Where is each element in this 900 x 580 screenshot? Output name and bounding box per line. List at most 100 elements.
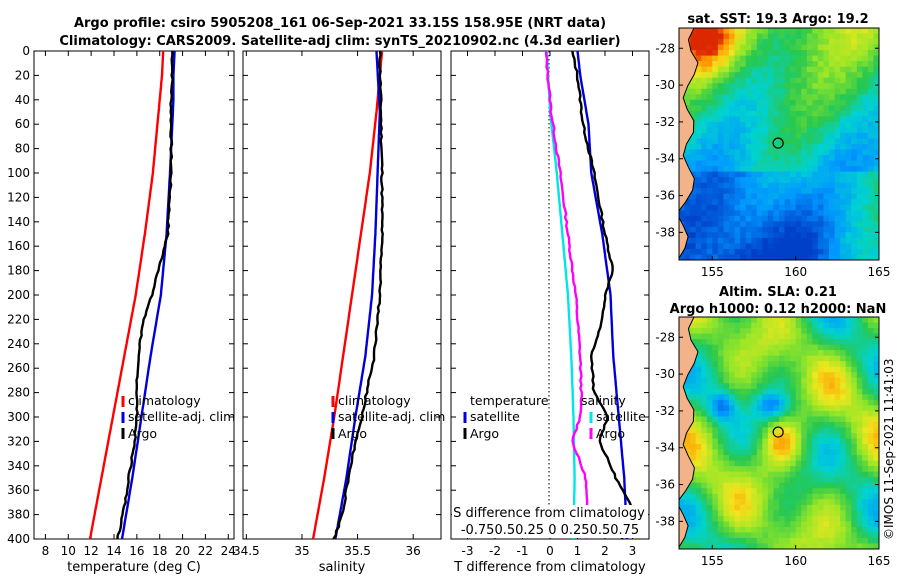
map-cell (745, 116, 752, 123)
map-cell (745, 333, 752, 340)
map-cell (729, 383, 736, 390)
map-cell (851, 193, 858, 200)
map-cell (790, 477, 797, 484)
map-cell (862, 50, 869, 57)
map-cell (840, 116, 847, 123)
map-cell (729, 510, 736, 517)
map-cell (801, 232, 808, 239)
map-cell (856, 350, 863, 357)
map-cell (862, 188, 869, 195)
x-tick-label: 8 (42, 544, 50, 558)
map-cell (701, 55, 708, 62)
map-cell (812, 493, 819, 500)
map-cell (823, 493, 830, 500)
map-cell (701, 127, 708, 134)
map-cell (706, 405, 713, 412)
map-cell (784, 537, 791, 545)
map-cell (823, 482, 830, 489)
sst-map-ticks: 155 160 165-28-30-32-34-36-38 (655, 41, 890, 279)
map-cell (773, 388, 780, 395)
map-cell (684, 155, 691, 162)
map-cell (701, 182, 708, 189)
map-cell (806, 215, 813, 222)
map-cell (817, 350, 825, 357)
map-cell (806, 33, 813, 40)
map-cell (712, 526, 719, 534)
map-cell (762, 99, 769, 106)
map-cell (795, 394, 802, 401)
map-cell (823, 132, 830, 140)
map-cell (723, 99, 730, 106)
map-cell (867, 339, 875, 346)
map-cell (817, 526, 825, 534)
map-cell (867, 372, 875, 379)
map-cell (806, 466, 813, 473)
map-cell (706, 33, 713, 40)
map-cell (740, 121, 747, 129)
map-cell (751, 444, 758, 451)
map-cell (773, 521, 780, 528)
map-cell (723, 317, 730, 324)
map-cell (856, 532, 863, 539)
map-cell (817, 410, 825, 418)
map-cell (840, 350, 847, 357)
map-cell (762, 248, 769, 256)
map-cell (795, 138, 802, 145)
map-cell (690, 366, 697, 373)
map-cell (823, 44, 830, 51)
map-cell (784, 433, 791, 440)
map-cell (729, 350, 736, 357)
map-cell (767, 188, 775, 195)
map-cell (734, 116, 741, 123)
map-cell (790, 372, 797, 379)
map-cell (851, 433, 858, 440)
map-cell (845, 355, 852, 362)
map-cell (862, 160, 869, 167)
map-cell (801, 383, 808, 390)
map-cell (806, 361, 813, 368)
map-cell (745, 254, 752, 260)
map-cell (812, 105, 819, 112)
map-cell (790, 355, 797, 362)
map-cell (784, 515, 791, 522)
map-cell (801, 416, 808, 423)
map-cell (806, 55, 813, 62)
map-cell (745, 455, 752, 462)
map-cell (790, 482, 797, 489)
map-cell (873, 39, 879, 46)
map-cell (845, 110, 852, 117)
map-cell (845, 44, 852, 51)
map-cell (706, 355, 713, 362)
map-cell (856, 116, 863, 123)
map-cell (723, 537, 730, 545)
map-cell (795, 193, 802, 200)
map-cell (756, 28, 763, 35)
map-cell (767, 226, 775, 233)
map-cell (751, 410, 758, 418)
map-cell (740, 444, 747, 451)
map-cell (740, 182, 747, 189)
map-cell (817, 188, 825, 195)
map-cell (740, 39, 747, 46)
map-cell (745, 39, 752, 46)
map-cell (823, 322, 830, 329)
map-cell (695, 149, 702, 156)
map-cell (795, 33, 802, 40)
map-cell (745, 510, 752, 517)
map-cell (834, 237, 841, 245)
map-cell (795, 66, 802, 73)
map-cell (734, 210, 741, 217)
map-cell (873, 50, 879, 57)
map-cell (834, 50, 841, 57)
map-cell (806, 177, 813, 184)
map-cell (801, 493, 808, 500)
map-cell (784, 221, 791, 228)
map-cell (712, 328, 719, 335)
map-cell (856, 138, 863, 145)
map-cell (695, 88, 702, 95)
map-cell (867, 110, 875, 117)
map-cell (740, 149, 747, 156)
map-cell (745, 383, 752, 390)
map-cell (867, 526, 875, 534)
map-cell (779, 350, 786, 357)
